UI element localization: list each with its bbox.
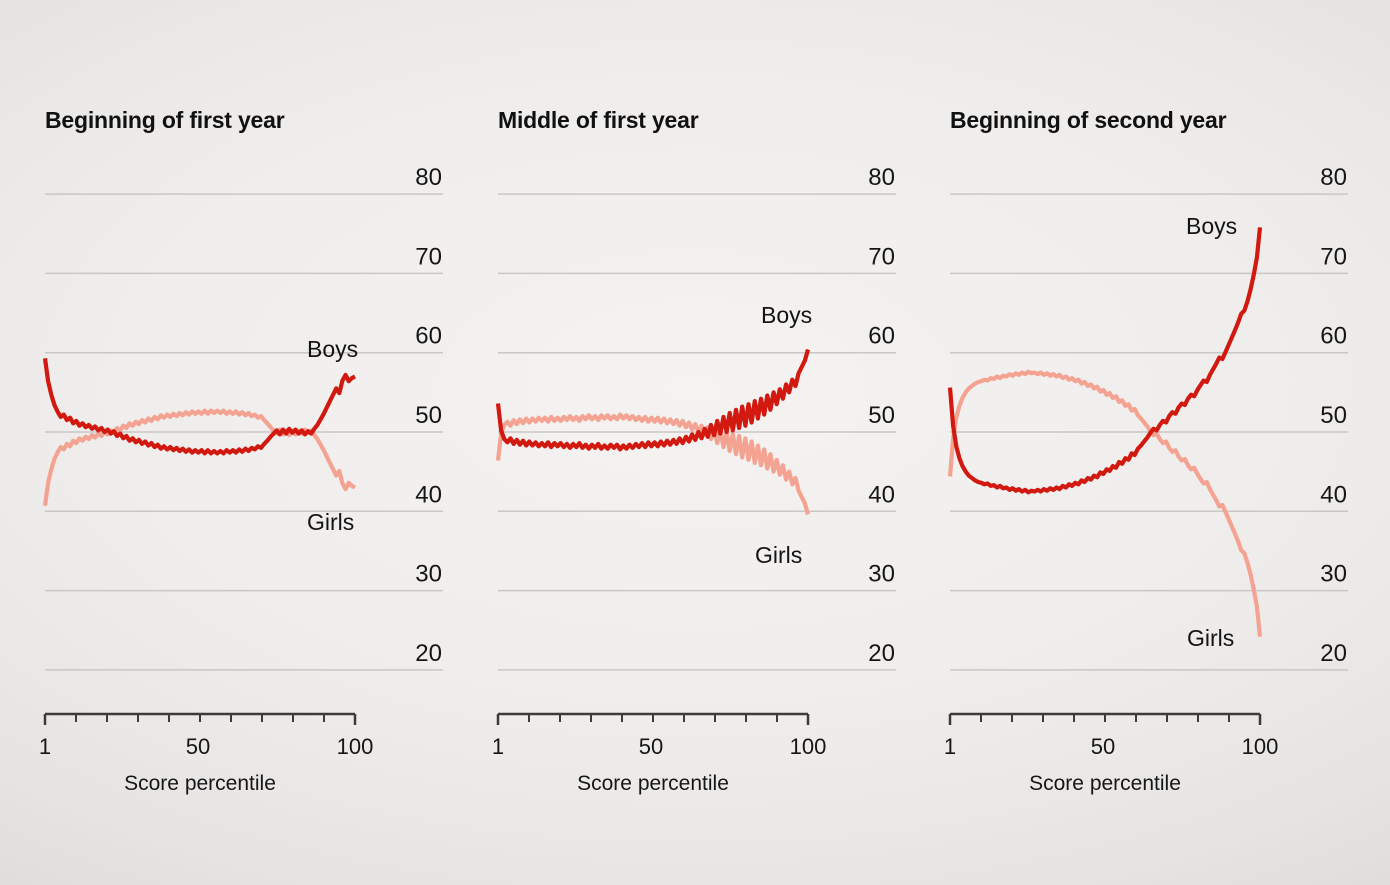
y-tick-label-40: 40 <box>1320 481 1347 508</box>
plot-area: 80 70 60 50 40 30 20 <box>42 164 443 671</box>
girls-line <box>947 369 1263 637</box>
boys-series-label: Boys <box>307 336 359 362</box>
y-tick-label-30: 30 <box>868 561 895 588</box>
x-axis-title: Score percentile <box>1029 772 1181 795</box>
y-tick-label-60: 60 <box>415 323 442 350</box>
x-axis-title: Score percentile <box>124 772 276 795</box>
boys-series-label: Boys <box>761 302 813 328</box>
x-tick-label-50: 50 <box>638 734 664 759</box>
girls-series-label: Girls <box>307 509 355 535</box>
y-tick-label-60: 60 <box>1320 323 1347 350</box>
x-tick-label-1: 1 <box>491 734 505 759</box>
x-tick-labels: 1 50 100 <box>492 734 826 760</box>
x-axis <box>43 712 357 725</box>
boys-line <box>947 227 1263 495</box>
y-tick-label-30: 30 <box>1320 561 1347 588</box>
x-tick-label-50: 50 <box>185 734 211 759</box>
y-tick-label-50: 50 <box>868 402 895 429</box>
y-tick-label-70: 70 <box>868 243 895 270</box>
x-tick-label-100: 100 <box>336 734 374 759</box>
chart-beginning-of-first-year: Beginning of first year 80 70 60 50 40 30 20 B… <box>39 0 443 885</box>
y-tick-label-70: 70 <box>415 243 442 270</box>
y-tick-label-80: 80 <box>1320 164 1347 191</box>
y-tick-label-40: 40 <box>868 481 895 508</box>
boys-line <box>495 348 811 452</box>
chart-middle-of-first-year: Middle of first year 80 70 60 50 40 30 20 Boys… <box>492 0 896 885</box>
chart-title: Beginning of first year <box>45 107 285 133</box>
x-axis <box>948 712 1262 725</box>
x-tick-label-100: 100 <box>1241 734 1279 759</box>
plot-area: 80 70 60 50 40 30 20 <box>495 164 896 671</box>
x-tick-label-1: 1 <box>38 734 52 759</box>
girls-line <box>42 408 356 506</box>
y-tick-label-70: 70 <box>1320 243 1347 270</box>
y-tick-label-80: 80 <box>415 164 442 191</box>
x-tick-label-100: 100 <box>789 734 827 759</box>
girls-line <box>495 412 811 516</box>
x-axis-title: Score percentile <box>577 772 729 795</box>
y-tick-label-20: 20 <box>1320 640 1347 667</box>
y-tick-label-80: 80 <box>868 164 895 191</box>
y-tick-label-20: 20 <box>415 640 442 667</box>
y-tick-label-50: 50 <box>415 402 442 429</box>
boys-line <box>42 358 356 456</box>
chart-beginning-of-second-year: Beginning of second year 80 70 60 50 40 30 20 … <box>944 0 1348 885</box>
girls-series-label: Girls <box>1187 625 1235 651</box>
x-tick-labels: 1 50 100 <box>944 734 1278 760</box>
chart-title: Middle of first year <box>498 107 699 133</box>
x-tick-label-1: 1 <box>943 734 957 759</box>
y-tick-label-20: 20 <box>868 640 895 667</box>
x-axis <box>496 712 810 725</box>
girls-series-label: Girls <box>755 542 803 568</box>
x-tick-labels: 1 50 100 <box>39 734 373 760</box>
y-tick-label-50: 50 <box>1320 402 1347 429</box>
boys-series-label: Boys <box>1186 213 1238 239</box>
plot-area: 80 70 60 50 40 30 20 <box>947 164 1348 671</box>
y-tick-label-40: 40 <box>415 481 442 508</box>
x-tick-label-50: 50 <box>1090 734 1116 759</box>
chart-title: Beginning of second year <box>950 107 1227 133</box>
y-tick-label-30: 30 <box>415 561 442 588</box>
y-tick-label-60: 60 <box>868 323 895 350</box>
